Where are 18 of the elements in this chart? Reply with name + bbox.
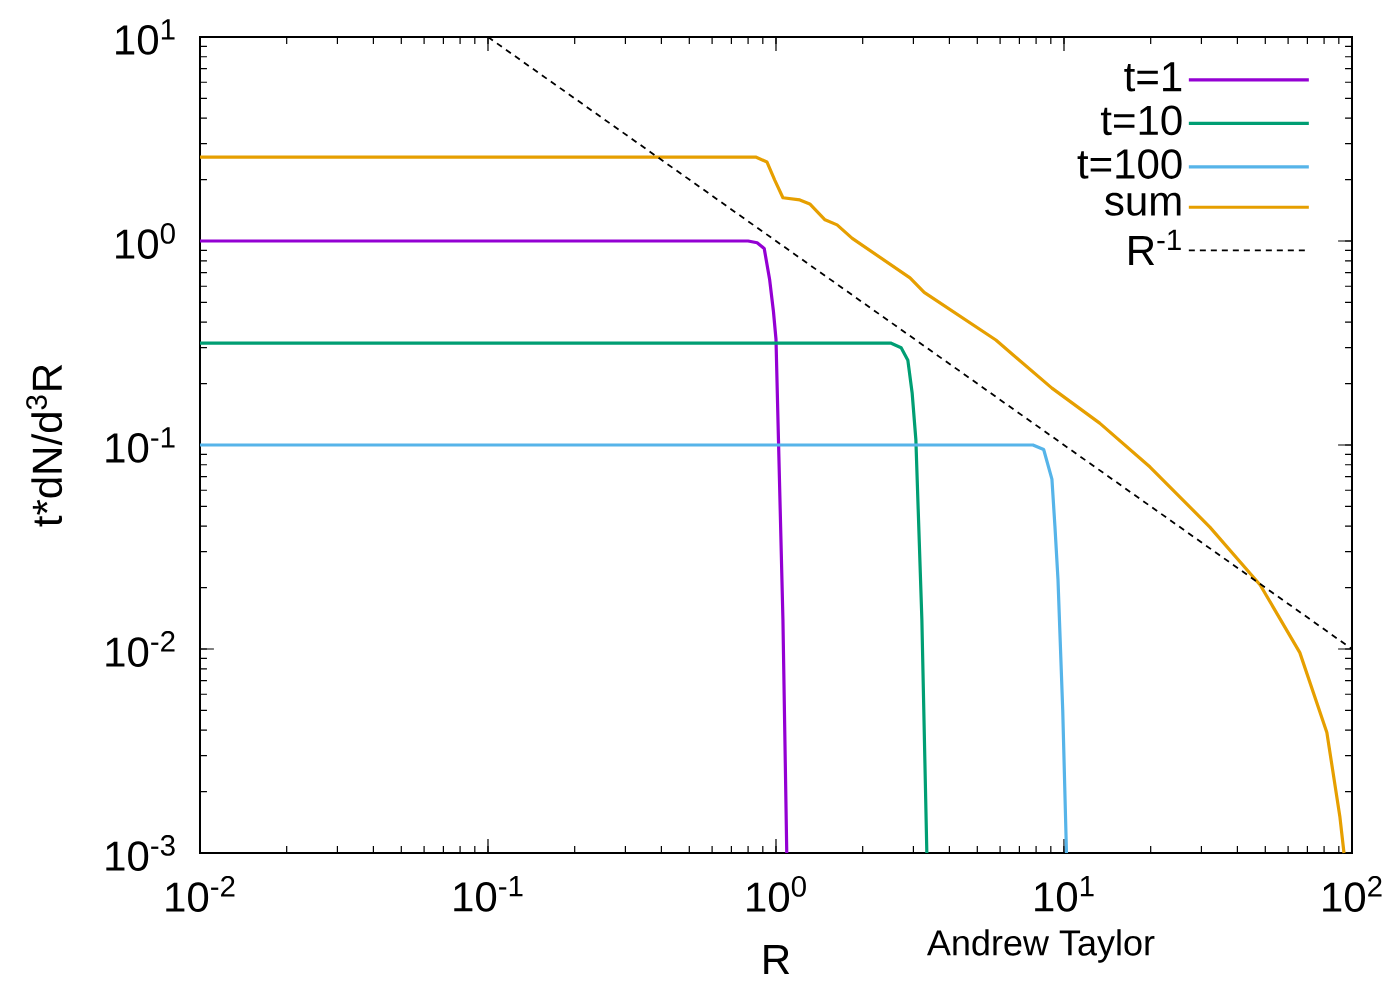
x-tick-label: 10$^{-1}$: [454, 876, 523, 912]
legend-label: t=1: [1124, 62, 1182, 92]
y-tick-label: 10$^{1}$: [116, 19, 175, 55]
legend-label: R$^{-1}$: [1129, 229, 1181, 265]
x-axis-title: R: [764, 945, 790, 974]
x-tick-label: 10$^{-2}$: [166, 876, 235, 912]
legend-label: t=100: [1077, 149, 1182, 179]
y-tick-label: 10$^{-3}$: [106, 835, 175, 871]
y-tick-label: 10$^{-2}$: [106, 631, 175, 667]
legend-label: sum: [1105, 192, 1181, 216]
x-tick-label: 10$^{1}$: [1035, 876, 1094, 912]
x-tick-label: 10$^{0}$: [747, 876, 806, 912]
y-axis-title: t*dN/d$^{3}$R: [26, 364, 63, 527]
y-tick-label: 10$^{-1}$: [106, 427, 175, 463]
x-tick-label: 10$^{2}$: [1323, 876, 1382, 912]
y-tick-label: 10$^{0}$: [116, 223, 175, 259]
legend-label: t=10: [1100, 105, 1182, 136]
text: Andrew Taylor: [926, 929, 1155, 963]
